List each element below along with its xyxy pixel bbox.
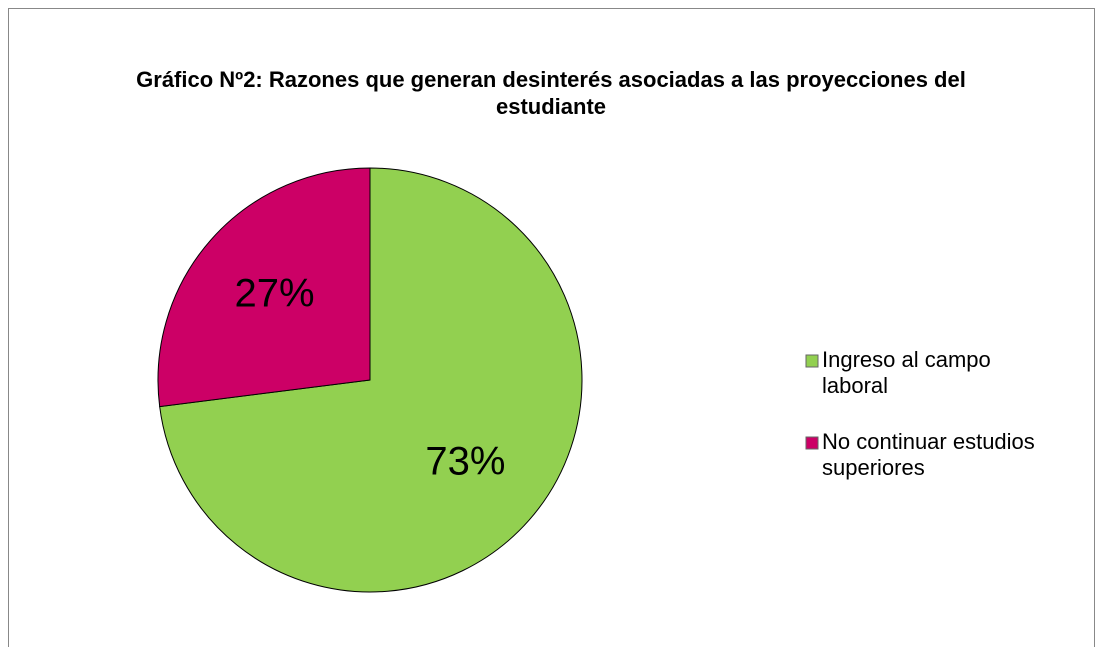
data-label: 73% xyxy=(425,440,505,484)
pie-slice xyxy=(159,167,583,593)
legend-label: Ingreso al campo laboral xyxy=(822,347,991,398)
pie-slice xyxy=(157,167,371,408)
legend-swatch xyxy=(805,436,819,450)
legend-swatch xyxy=(805,354,819,368)
legend-label: No continuar estudios superiores xyxy=(822,429,1035,480)
chart-title: Gráfico Nº2: Razones que generan desinte… xyxy=(136,67,966,119)
data-label: 27% xyxy=(235,271,315,315)
